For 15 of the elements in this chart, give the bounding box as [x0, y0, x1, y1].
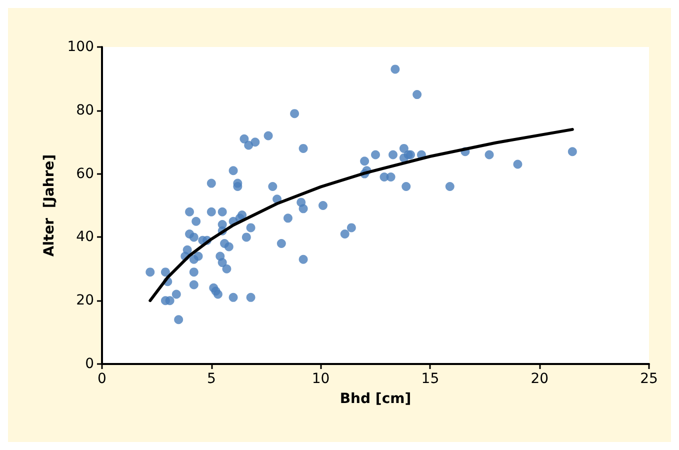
x-tick-label: 10: [312, 371, 330, 387]
x-tick-label: 25: [640, 371, 658, 387]
y-tick-label: 60: [76, 166, 94, 182]
x-tick-label: 15: [421, 371, 440, 387]
y-tick-label: 100: [67, 39, 94, 55]
x-tick-label: 20: [530, 371, 549, 387]
line-series: [148, 128, 574, 302]
y-tick-label: 20: [76, 292, 94, 309]
y-tick-label: 80: [76, 102, 94, 118]
y-axis-title: Alter [Jahre]: [41, 154, 58, 257]
y-tick-label: 40: [76, 229, 94, 246]
x-tick-label: 0: [98, 371, 106, 387]
x-tick-label: 5: [206, 371, 216, 387]
y-tick-label: 0: [85, 356, 94, 372]
x-axis-title: Bhd [cm]: [340, 391, 412, 407]
